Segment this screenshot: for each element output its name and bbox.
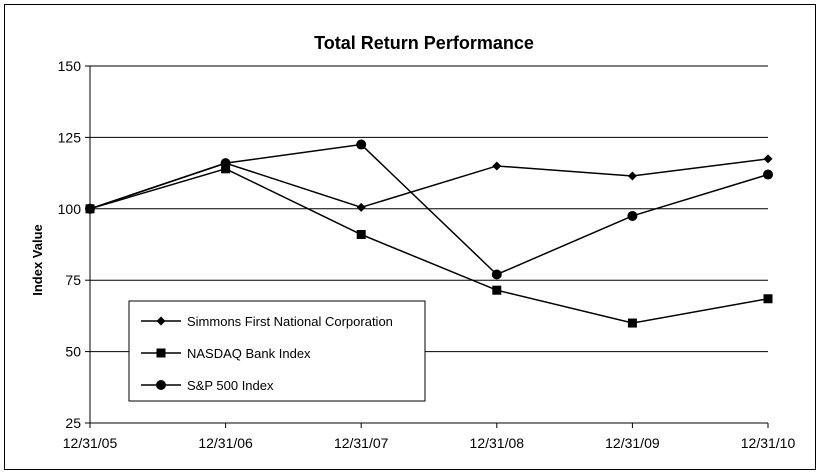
x-tick-label: 12/31/07 — [334, 435, 389, 451]
y-tick-label: 100 — [58, 201, 82, 217]
series-lines — [85, 139, 773, 328]
y-tick-label: 50 — [65, 344, 81, 360]
data-point-diamond — [356, 202, 366, 212]
x-tick-label: 12/31/06 — [198, 435, 253, 451]
legend-item: Simmons First National Corporation — [141, 314, 393, 329]
data-point-diamond — [763, 154, 773, 164]
legend-item: S&P 500 Index — [141, 378, 274, 393]
line-chart: Total Return Performance Index Value 25 5… — [4, 4, 816, 470]
legend-marker-diamond — [156, 316, 166, 326]
x-tick-label: 12/31/09 — [605, 435, 660, 451]
y-tick-label: 150 — [58, 58, 82, 74]
legend-label: S&P 500 Index — [187, 378, 274, 393]
x-tick-label: 12/31/10 — [741, 435, 796, 451]
legend-label: NASDAQ Bank Index — [187, 346, 311, 361]
chart-frame: Total Return Performance Index Value 25 5… — [4, 4, 816, 470]
y-axis-label: Index Value — [30, 224, 45, 296]
data-point-square — [492, 285, 502, 295]
data-point-circle — [85, 203, 95, 214]
series-circle — [85, 139, 773, 280]
data-point-circle — [627, 210, 638, 221]
y-tick-label: 125 — [58, 129, 82, 145]
y-tick-labels: 25 50 75 100 125 150 — [58, 58, 82, 431]
x-tick-labels: 12/31/05 12/31/06 12/31/07 12/31/08 12/31/09… — [63, 435, 796, 451]
data-point-diamond — [492, 161, 502, 171]
data-point-circle — [220, 158, 231, 169]
x-tick-label: 12/31/08 — [470, 435, 525, 451]
x-tick-label: 12/31/05 — [63, 435, 118, 451]
legend-marker-circle — [156, 380, 166, 390]
y-tick-label: 75 — [65, 272, 81, 288]
data-point-square — [627, 318, 637, 328]
legend-label: Simmons First National Corporation — [187, 314, 393, 329]
data-point-square — [221, 164, 231, 174]
chart-title: Total Return Performance — [314, 33, 534, 53]
data-point-diamond — [627, 171, 637, 181]
data-point-square — [356, 230, 366, 240]
data-point-square — [763, 294, 773, 304]
series-line — [89, 143, 769, 276]
y-tick-label: 25 — [65, 415, 81, 431]
legend-item: NASDAQ Bank Index — [141, 346, 311, 361]
series-line — [89, 168, 769, 324]
data-point-circle — [356, 139, 367, 150]
data-point-circle — [491, 269, 502, 280]
legend: Simmons First National Corporation NASDAQ… — [128, 300, 426, 402]
data-point-circle — [763, 169, 773, 180]
legend-marker-square — [156, 348, 166, 358]
